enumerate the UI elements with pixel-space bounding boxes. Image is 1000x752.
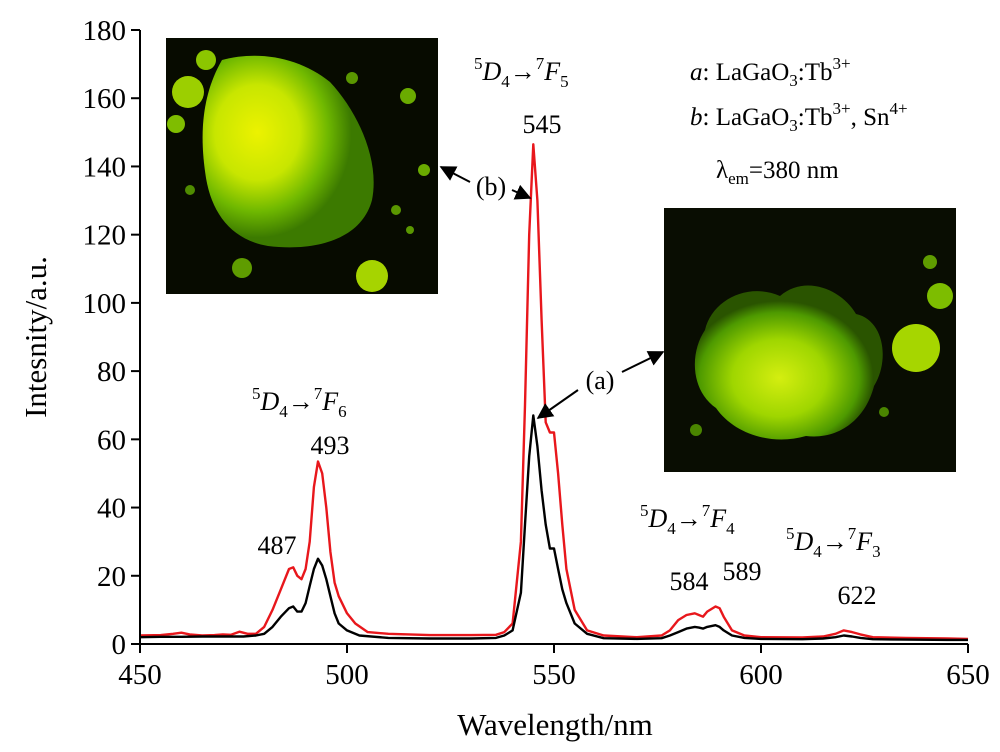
transition-label-7F4: 5D4→7F4: [640, 501, 735, 538]
legend-entry-b: b: LaGaO3:Tb3+, Sn4+: [690, 99, 908, 135]
pointer-a-label: (a): [586, 366, 615, 395]
legend-entry-a: a: LaGaO3:Tb3+: [690, 54, 851, 90]
peak-label-493: 493: [311, 431, 350, 460]
series-layer: [139, 143, 969, 642]
y-tick-label: 180: [83, 15, 127, 47]
y-tick-label: 120: [83, 220, 127, 252]
pointer-a: (a): [536, 351, 665, 419]
peak-label-589: 589: [723, 557, 762, 586]
series-line-b: [139, 143, 969, 641]
x-tick-label: 600: [739, 659, 783, 691]
pointer-b-label: (b): [476, 172, 506, 201]
x-tick-label: 450: [118, 659, 162, 691]
y-tick-label: 80: [97, 356, 126, 388]
peak-label-622: 622: [838, 581, 877, 610]
y-tick-label: 160: [83, 83, 127, 115]
tick-layer: 450 500 550 600 650 0 20 40 60 80 100 120 140 160 180: [83, 15, 990, 691]
excitation-wavelength-label: λem=380 nm: [716, 157, 839, 188]
y-tick-label: 100: [83, 288, 127, 320]
y-tick-label: 20: [97, 561, 126, 593]
peak-label-487: 487: [258, 531, 297, 560]
y-tick-label: 0: [112, 629, 127, 661]
peak-label-584: 584: [670, 567, 709, 596]
x-axis-title: Wavelength/nm: [457, 707, 653, 742]
inset-image-b: [166, 38, 438, 294]
peak-label-545: 545: [523, 110, 562, 139]
inset-image-a: [664, 208, 956, 472]
transition-label-7F6: 5D4→7F6: [252, 384, 347, 421]
series-line-a: [139, 414, 968, 642]
y-tick-label: 40: [97, 493, 126, 525]
transition-label-7F3: 5D4→7F3: [786, 524, 881, 561]
y-tick-label: 140: [83, 151, 127, 183]
x-tick-label: 650: [946, 659, 990, 691]
transition-label-7F5: 5D4→7F5: [474, 54, 569, 91]
x-tick-label: 500: [325, 659, 369, 691]
pointer-b: (b): [439, 166, 532, 201]
y-tick-label: 60: [97, 424, 126, 456]
y-axis-title: Intesnity/a.u.: [18, 256, 53, 418]
x-tick-label: 550: [532, 659, 576, 691]
